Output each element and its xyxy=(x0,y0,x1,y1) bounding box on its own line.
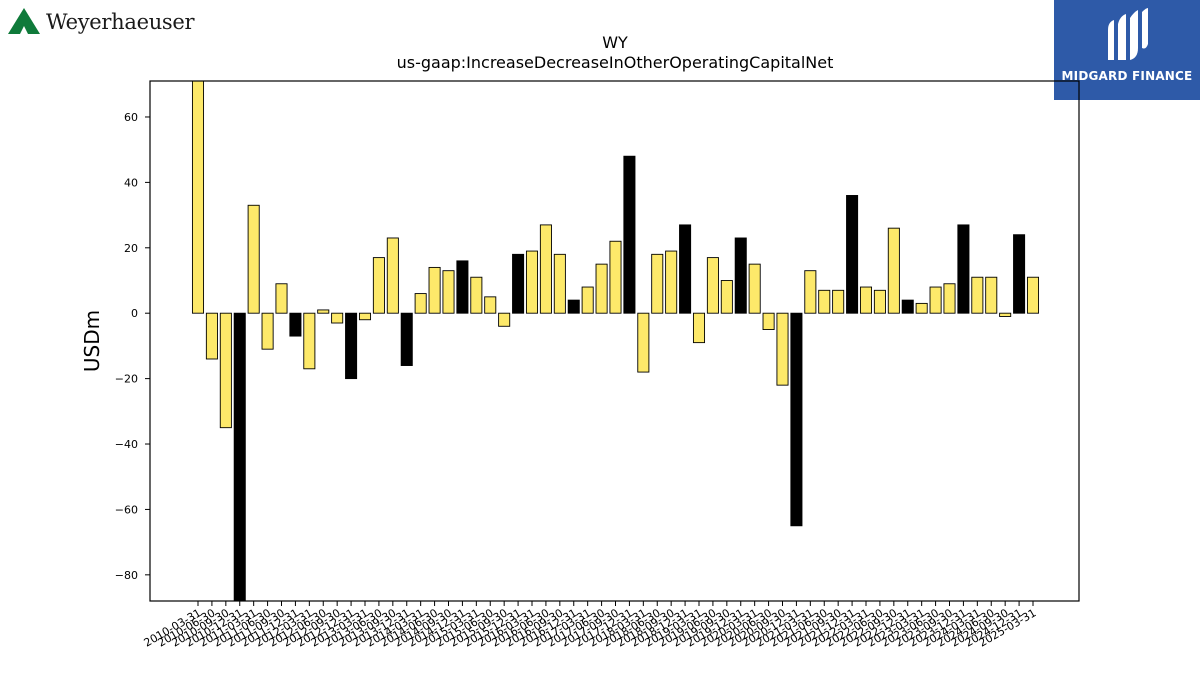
midgard-m-icon xyxy=(1108,8,1148,60)
tree-icon xyxy=(8,8,40,34)
y-tick-label: 20 xyxy=(124,242,138,255)
bar-2014-09-30 xyxy=(442,270,455,314)
bar-2013-06-30 xyxy=(372,257,385,314)
y-tick-label: −80 xyxy=(115,569,138,582)
bar-2017-09-30 xyxy=(609,240,622,314)
plot-frame xyxy=(149,80,1080,602)
y-tick-label: 60 xyxy=(124,111,138,124)
bar-2019-06-30 xyxy=(706,257,719,314)
bar-2023-09-30 xyxy=(943,283,956,314)
bar-2015-03-31 xyxy=(470,276,483,314)
bar-2018-03-31 xyxy=(637,312,650,373)
bar-2016-03-31 xyxy=(525,250,539,314)
bar-2019-12-31 xyxy=(734,237,747,314)
bar-2011-03-31 xyxy=(247,204,260,314)
bar-2010-06-30 xyxy=(205,312,218,360)
bar-2022-03-31 xyxy=(859,286,873,314)
brand-name: MIDGARD FINANCE xyxy=(1061,69,1193,83)
bar-2023-06-30 xyxy=(929,286,942,314)
bar-2020-12-31 xyxy=(790,312,803,527)
bar-2023-12-31 xyxy=(957,224,970,314)
bar-2012-12-31 xyxy=(345,312,358,380)
bar-2018-06-30 xyxy=(651,253,664,314)
bar-2024-03-31 xyxy=(971,276,984,314)
bar-2024-12-31 xyxy=(1013,234,1026,314)
bar-2011-12-31 xyxy=(289,312,302,337)
company-wordmark: Weyerhaeuser xyxy=(46,10,195,34)
bar-2021-03-31 xyxy=(804,270,817,314)
bar-2012-03-31 xyxy=(303,312,316,370)
bar-2019-09-30 xyxy=(720,280,733,314)
bar-2024-06-30 xyxy=(985,276,998,314)
bar-2021-06-30 xyxy=(818,289,831,314)
bar-2014-03-31 xyxy=(414,293,427,314)
bar-2013-09-30 xyxy=(386,237,399,314)
bar-2020-06-30 xyxy=(762,312,775,331)
bar-2015-09-30 xyxy=(498,312,511,327)
bar-2022-06-30 xyxy=(873,289,886,314)
bar-2013-03-31 xyxy=(358,312,372,321)
bar-2022-09-30 xyxy=(887,227,900,314)
y-tick-label: 0 xyxy=(131,307,138,320)
bar-2013-12-31 xyxy=(400,312,413,366)
bar-2025-03-31 xyxy=(1026,276,1040,314)
y-axis-label: USDm xyxy=(80,310,104,372)
bar-2017-06-30 xyxy=(595,263,608,314)
bar-2020-03-31 xyxy=(748,263,761,314)
bar-2017-03-31 xyxy=(581,286,594,314)
bar-2021-12-31 xyxy=(846,195,859,314)
midgard-finance-logo: MIDGARD FINANCE xyxy=(1054,0,1200,100)
bar-2016-06-30 xyxy=(539,224,552,314)
bar-2010-03-31 xyxy=(191,81,205,314)
bar-2017-12-31 xyxy=(623,155,636,314)
bar-2019-03-31 xyxy=(692,312,706,344)
bar-2023-03-31 xyxy=(915,302,928,314)
y-tick-label: −40 xyxy=(115,438,138,451)
bar-2012-06-30 xyxy=(317,309,330,314)
bar-2020-09-30 xyxy=(776,312,789,386)
bar-2011-09-30 xyxy=(275,283,288,314)
y-tick-label: −20 xyxy=(115,373,138,386)
bar-2014-06-30 xyxy=(428,266,441,314)
bar-2010-12-31 xyxy=(233,312,246,601)
chart-subtitle: us-gaap:IncreaseDecreaseInOtherOperating… xyxy=(397,53,834,72)
bar-2018-09-30 xyxy=(665,250,678,314)
y-tick-label: 40 xyxy=(124,176,138,189)
bar-2015-06-30 xyxy=(484,296,497,314)
bar-2014-12-31 xyxy=(456,260,469,314)
bar-2022-12-31 xyxy=(901,299,914,314)
bar-2016-12-31 xyxy=(567,299,580,314)
bar-2018-12-31 xyxy=(679,224,692,314)
bar-2011-06-30 xyxy=(261,312,274,350)
bar-2016-09-30 xyxy=(553,253,566,314)
bar-2010-09-30 xyxy=(219,312,232,429)
bar-2024-09-30 xyxy=(999,312,1012,317)
bar-2021-09-30 xyxy=(832,289,845,314)
bar-2012-09-30 xyxy=(331,312,344,324)
bar-2015-12-31 xyxy=(512,253,525,314)
y-tick-label: −60 xyxy=(115,503,138,516)
weyerhaeuser-logo: Weyerhaeuser xyxy=(8,8,195,36)
chart-title: WY xyxy=(602,33,628,52)
